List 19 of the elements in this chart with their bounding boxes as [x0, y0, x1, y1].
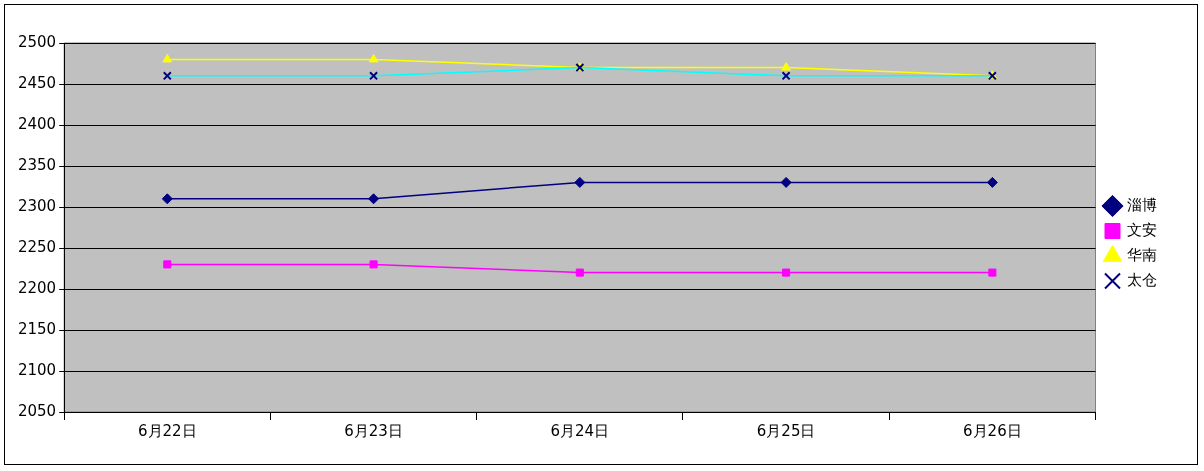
x-tick-label: 6月25日 [756, 421, 816, 440]
x-tick-label: 6月23日 [344, 421, 403, 440]
x-tick-label: 6月26日 [963, 421, 1022, 440]
y-tick-label: 2050 [17, 401, 57, 420]
legend-label: 华南 [1127, 245, 1157, 264]
y-tick-label: 2250 [17, 237, 57, 256]
y-tick-label: 2450 [17, 73, 57, 92]
legend-label: 文安 [1127, 220, 1157, 239]
y-tick-label: 2200 [17, 278, 57, 297]
y-tick-label: 2350 [17, 155, 57, 174]
y-tick-label: 2500 [17, 32, 57, 51]
y-tick-label: 2300 [17, 196, 57, 215]
y-tick-label: 2100 [17, 360, 57, 379]
x-tick-label: 6月24日 [550, 421, 610, 440]
legend-label: 太仓 [1127, 270, 1157, 289]
legend-label: 淄博 [1127, 195, 1157, 214]
x-tick-label: 6月22日 [137, 421, 197, 440]
y-tick-label: 2400 [17, 114, 57, 133]
y-tick-label: 2150 [17, 319, 57, 338]
